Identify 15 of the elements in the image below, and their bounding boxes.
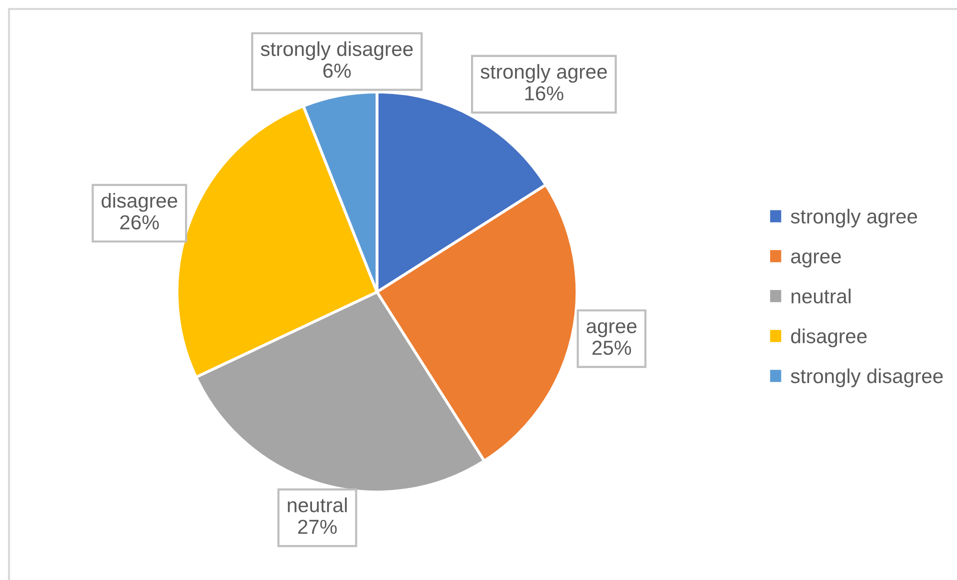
legend-label: disagree	[791, 328, 867, 348]
slice-label: strongly agree	[480, 64, 607, 83]
slice-label: neutral	[288, 498, 347, 512]
data-label: 26%	[120, 215, 159, 230]
legend-label: agree	[791, 252, 841, 268]
data-label: 6%	[323, 64, 351, 78]
legend-label: strongly agree	[790, 208, 917, 228]
legend-label: strongly disagree	[790, 368, 943, 388]
slice-label: disagree	[102, 192, 178, 212]
legend-label: neutral	[792, 288, 850, 304]
data-label: 27%	[298, 520, 337, 534]
slice-label: strongly disagree	[260, 41, 413, 60]
data-label: 16%	[525, 86, 564, 100]
data-label: 25%	[592, 340, 632, 355]
slice-label: agree	[586, 322, 636, 338]
